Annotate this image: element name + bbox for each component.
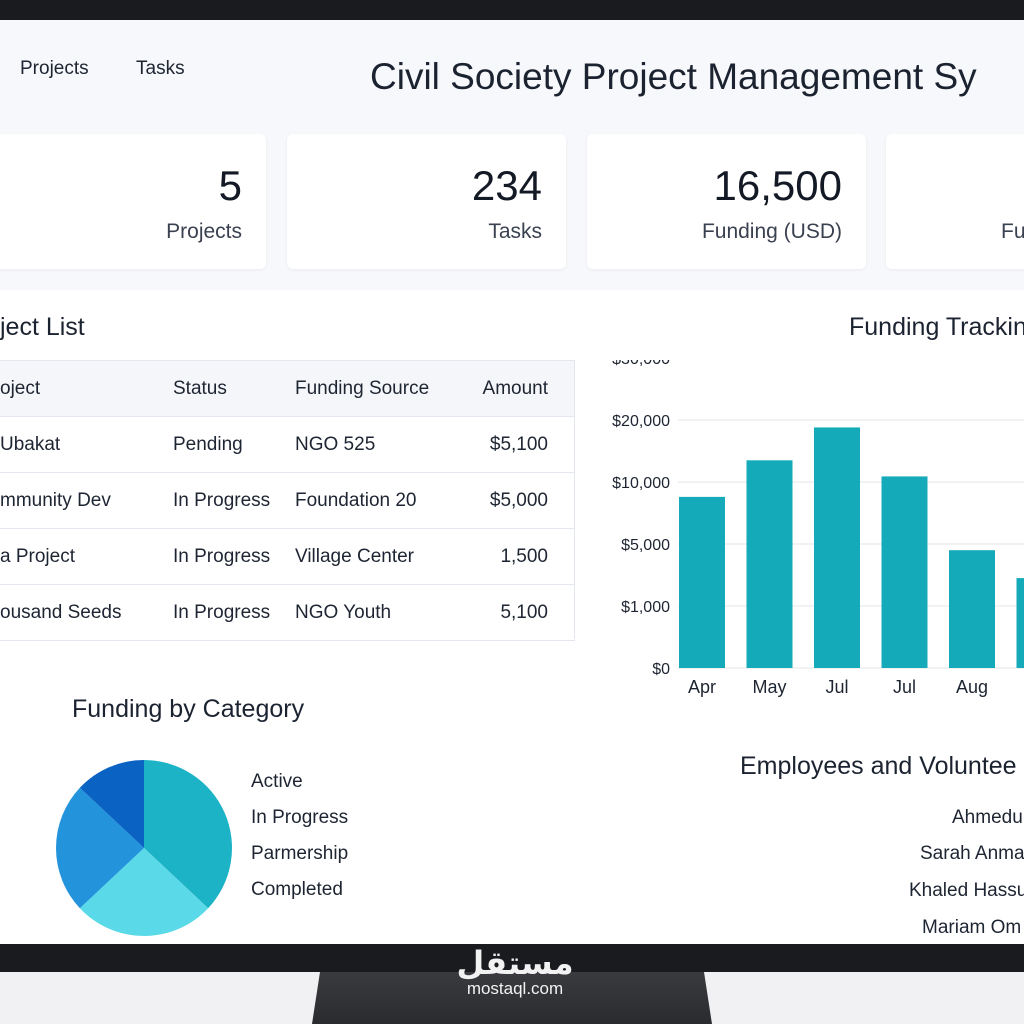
column-header-amount[interactable]: Amount bbox=[475, 360, 575, 417]
stat-value: 5 bbox=[218, 162, 242, 209]
bar[interactable] bbox=[814, 427, 860, 668]
employee-name[interactable]: Ahmedu bbox=[952, 807, 1023, 828]
cell-amount: 1,500 bbox=[475, 528, 575, 585]
funding-category-title: Funding by Category bbox=[72, 695, 305, 723]
bar[interactable] bbox=[679, 496, 725, 668]
stat-value: 234 bbox=[471, 162, 542, 209]
stat-card-extra[interactable]: Fu bbox=[886, 134, 1024, 269]
cell-project: mmunity Dev bbox=[0, 489, 111, 511]
watermark-url: mostaql.com bbox=[466, 979, 564, 998]
employee-name[interactable]: Mariam Om bbox=[922, 917, 1022, 938]
legend-item: In Progress bbox=[251, 807, 349, 828]
nav-projects[interactable]: Projects bbox=[20, 58, 89, 79]
employee-name[interactable]: Sarah Anma bbox=[920, 843, 1024, 864]
project-list-panel: ject List oject Status Funding Source Am… bbox=[0, 290, 575, 670]
pie-slice[interactable] bbox=[79, 848, 209, 936]
table-row[interactable]: a Project In Progress Village Center 1,5… bbox=[0, 528, 575, 585]
table-row[interactable]: ousand Seeds In Progress NGO Youth 5,100 bbox=[0, 584, 575, 641]
cell-amount: $5,100 bbox=[475, 416, 575, 473]
project-table: oject Status Funding Source Amount Ubaka… bbox=[0, 360, 575, 641]
y-tick-label: $10,000 bbox=[612, 475, 670, 492]
funding-bar-chart: $0 $1,000 $5,000 $10,000 $20,000 $30,000 Apr Ma… bbox=[612, 360, 1024, 697]
column-header-source[interactable]: Funding Source bbox=[295, 360, 475, 417]
cell-source: Foundation 20 bbox=[295, 472, 475, 529]
cell-status: In Progress bbox=[173, 528, 295, 585]
y-tick-label: $20,000 bbox=[612, 413, 670, 430]
pie-slice[interactable] bbox=[79, 760, 144, 848]
x-tick-label: Jul bbox=[893, 677, 916, 697]
y-tick-label: $0 bbox=[652, 661, 670, 678]
stat-card-projects[interactable]: 5 Projects bbox=[0, 134, 266, 269]
column-header-status[interactable]: Status bbox=[173, 360, 295, 417]
stat-label: Fu bbox=[1001, 220, 1024, 243]
x-tick-label: Apr bbox=[688, 677, 716, 697]
page-title: Civil Society Project Management Sy bbox=[370, 56, 977, 97]
table-row[interactable]: Ubakat Pending NGO 525 $5,100 bbox=[0, 416, 575, 473]
cell-project: Ubakat bbox=[0, 433, 61, 455]
watermark: مستقل mostaql.com bbox=[440, 946, 590, 998]
monitor-stand bbox=[312, 972, 712, 1024]
bar[interactable] bbox=[949, 550, 995, 668]
stat-card-funding[interactable]: 16,500 Funding (USD) bbox=[587, 134, 866, 269]
pie-slice[interactable] bbox=[56, 787, 144, 909]
cell-source: NGO 525 bbox=[295, 416, 475, 473]
employee-name[interactable]: Khaled Hassu bbox=[909, 880, 1024, 901]
legend-item: Completed bbox=[251, 879, 343, 900]
pie-slice[interactable] bbox=[144, 760, 233, 909]
main-content: ject List oject Status Funding Source Am… bbox=[0, 290, 1024, 944]
cell-amount: 5,100 bbox=[475, 584, 575, 641]
bar[interactable] bbox=[1016, 578, 1024, 668]
x-tick-label: Aug bbox=[956, 677, 988, 697]
monitor-bezel-top bbox=[0, 0, 1024, 20]
cell-project: ousand Seeds bbox=[0, 601, 122, 623]
project-list-title: ject List bbox=[0, 313, 85, 341]
y-tick-label: $1,000 bbox=[621, 599, 670, 616]
stat-label: Tasks bbox=[488, 220, 542, 243]
cell-project: a Project bbox=[0, 545, 75, 567]
cell-amount: $5,000 bbox=[475, 472, 575, 529]
stat-label: Funding (USD) bbox=[701, 220, 842, 243]
stat-label: Projects bbox=[166, 220, 242, 243]
funding-pie-chart bbox=[56, 760, 233, 936]
cell-status: Pending bbox=[173, 416, 295, 473]
y-tick-label: $5,000 bbox=[621, 537, 670, 554]
nav-tasks[interactable]: Tasks bbox=[136, 58, 185, 79]
legend-item: Parmership bbox=[251, 843, 349, 864]
y-tick-label: $30,000 bbox=[612, 360, 670, 368]
table-border bbox=[574, 360, 575, 639]
cell-source: NGO Youth bbox=[295, 584, 475, 641]
column-header-label: oject bbox=[0, 377, 41, 399]
watermark-logo: مستقل bbox=[456, 945, 574, 981]
stat-value: 16,500 bbox=[713, 162, 842, 209]
cell-source: Village Center bbox=[295, 528, 475, 585]
cell-status: In Progress bbox=[173, 584, 295, 641]
dashboard-screen: Projects Tasks Civil Society Project Man… bbox=[0, 20, 1024, 944]
bar[interactable] bbox=[881, 476, 928, 668]
stat-card-tasks[interactable]: 234 Tasks bbox=[287, 134, 566, 269]
table-row[interactable]: mmunity Dev In Progress Foundation 20 $5… bbox=[0, 472, 575, 529]
x-tick-label: Jul bbox=[825, 677, 848, 697]
column-header-project[interactable]: oject bbox=[0, 360, 173, 417]
legend-item: Active bbox=[251, 771, 303, 792]
table-header-row: oject Status Funding Source Amount bbox=[0, 360, 575, 417]
x-tick-label: May bbox=[752, 677, 786, 697]
bar[interactable] bbox=[746, 460, 793, 668]
employees-title: Employees and Voluntee bbox=[740, 752, 1017, 780]
monitor-bezel-bottom bbox=[0, 944, 1024, 972]
funding-tracking-title: Funding Trackin bbox=[849, 313, 1024, 341]
cell-status: In Progress bbox=[173, 472, 295, 529]
